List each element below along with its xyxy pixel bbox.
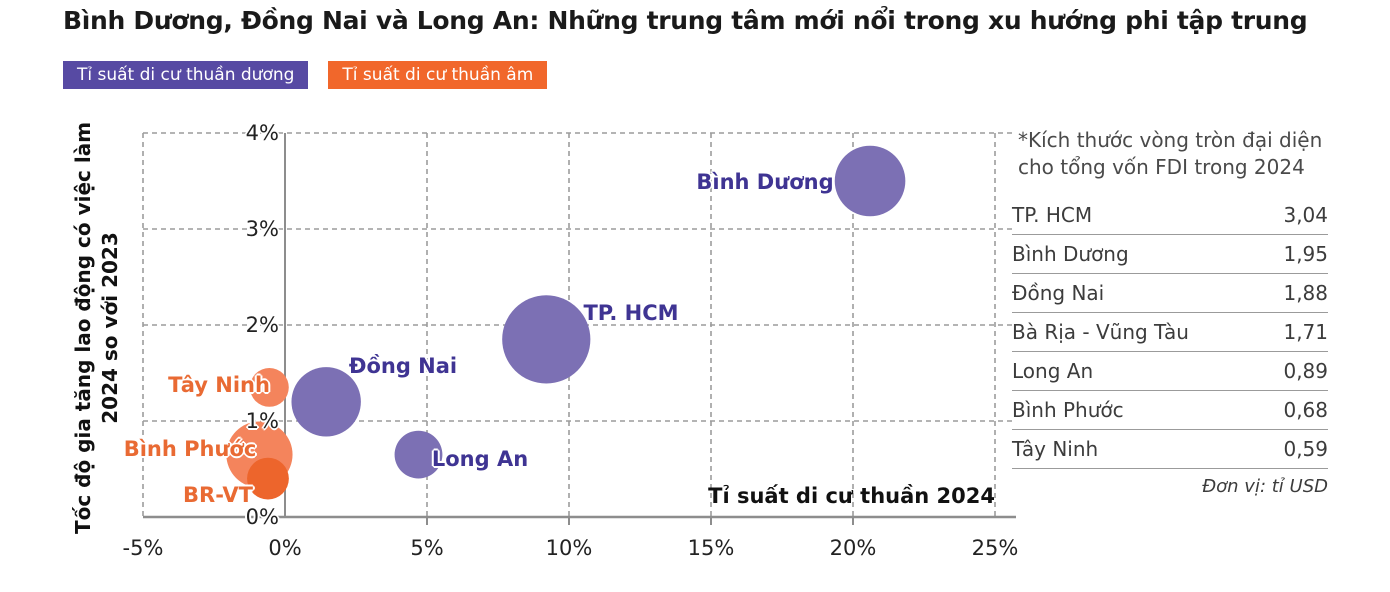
fdi-row-name: Bà Rịa - Vũng Tàu <box>1012 320 1189 344</box>
fdi-row-value: 0,68 <box>1283 398 1328 422</box>
bubble-binh-phuoc <box>247 457 289 500</box>
fdi-table-row: TP. HCM 3,04 <box>1012 196 1328 235</box>
x-tick-label: 10% <box>545 536 593 560</box>
bubble-long-an <box>394 430 443 479</box>
x-axis-title: Tỉ suất di cư thuần 2024 <box>708 484 995 508</box>
fdi-table-row: Đồng Nai 1,88 <box>1012 274 1328 313</box>
fdi-table: TP. HCM 3,04 Bình Dương 1,95 Đồng Nai 1,88 Bà … <box>1012 196 1328 469</box>
unit-note: Đơn vị: tỉ USD <box>1202 476 1328 497</box>
bubble-size-note: *Kích thước vòng tròn đại diện cho tổng … <box>1018 128 1323 179</box>
x-tick-label: 5% <box>410 536 444 560</box>
bubble-label-dong-nai: Đồng Nai <box>348 354 458 378</box>
bubble-label-br-vt: BR-VT <box>183 483 253 507</box>
fdi-row-value: 1,88 <box>1283 281 1328 305</box>
fdi-row-name: Đồng Nai <box>1012 281 1105 305</box>
bubble-tay-ninh <box>249 368 289 407</box>
bubble-label-binh-duong: Bình Dương <box>696 170 834 194</box>
y-axis-title-line1: Tốc độ gia tăng lao động có việc làm <box>71 121 95 535</box>
y-tick-label: 2% <box>245 313 279 337</box>
x-tick-label: -5% <box>122 536 164 560</box>
fdi-row-value: 1,71 <box>1283 320 1328 344</box>
legend: Tỉ suất di cư thuần dương Tỉ suất di cư … <box>63 61 548 89</box>
fdi-row-name: Tây Ninh <box>1012 437 1099 461</box>
fdi-table-row: Tây Ninh 0,59 <box>1012 430 1328 469</box>
x-tick-label: 20% <box>829 536 877 560</box>
fdi-row-value: 1,95 <box>1283 242 1328 266</box>
y-tick-label: 3% <box>245 217 279 241</box>
x-tick-label: 15% <box>687 536 735 560</box>
chart-title: Bình Dương, Đồng Nai và Long An: Những t… <box>63 6 1308 35</box>
bubble-label-tay-ninh: Tây Ninh <box>168 373 270 397</box>
fdi-row-value: 3,04 <box>1283 203 1328 227</box>
bubble-tp-hcm <box>502 295 591 384</box>
fdi-table-row: Bình Phước 0,68 <box>1012 391 1328 430</box>
fdi-row-name: Long An <box>1012 359 1094 383</box>
x-tick-label: 0% <box>268 536 302 560</box>
bubble-label-binh-phuoc: Bình Phước <box>123 437 257 461</box>
x-tick-label: 25% <box>971 536 1019 560</box>
bubble-dong-nai <box>291 367 361 437</box>
fdi-row-name: Bình Phước <box>1012 398 1124 422</box>
fdi-table-row: Bà Rịa - Vũng Tàu 1,71 <box>1012 313 1328 352</box>
fdi-row-value: 0,59 <box>1283 437 1328 461</box>
y-axis-title-line2: 2024 so với 2023 <box>98 232 122 424</box>
fdi-row-name: Bình Dương <box>1012 242 1129 266</box>
fdi-row-value: 0,89 <box>1283 359 1328 383</box>
y-tick-label: 4% <box>245 121 279 145</box>
legend-negative-badge: Tỉ suất di cư thuần âm <box>328 61 548 89</box>
fdi-table-row: Long An 0,89 <box>1012 352 1328 391</box>
bubble-label-tp-hcm: TP. HCM <box>583 301 679 325</box>
y-tick-label: 0% <box>245 505 279 529</box>
bubble-label-long-an: Long An <box>431 447 529 471</box>
fdi-table-row: Bình Dương 1,95 <box>1012 235 1328 274</box>
legend-positive-badge: Tỉ suất di cư thuần dương <box>63 61 309 89</box>
y-axis-title: Tốc độ gia tăng lao động có việc làm 202… <box>70 122 124 534</box>
fdi-row-name: TP. HCM <box>1012 203 1093 227</box>
bubble-binh-duong <box>834 145 906 217</box>
y-tick-label: 1% <box>245 409 279 433</box>
